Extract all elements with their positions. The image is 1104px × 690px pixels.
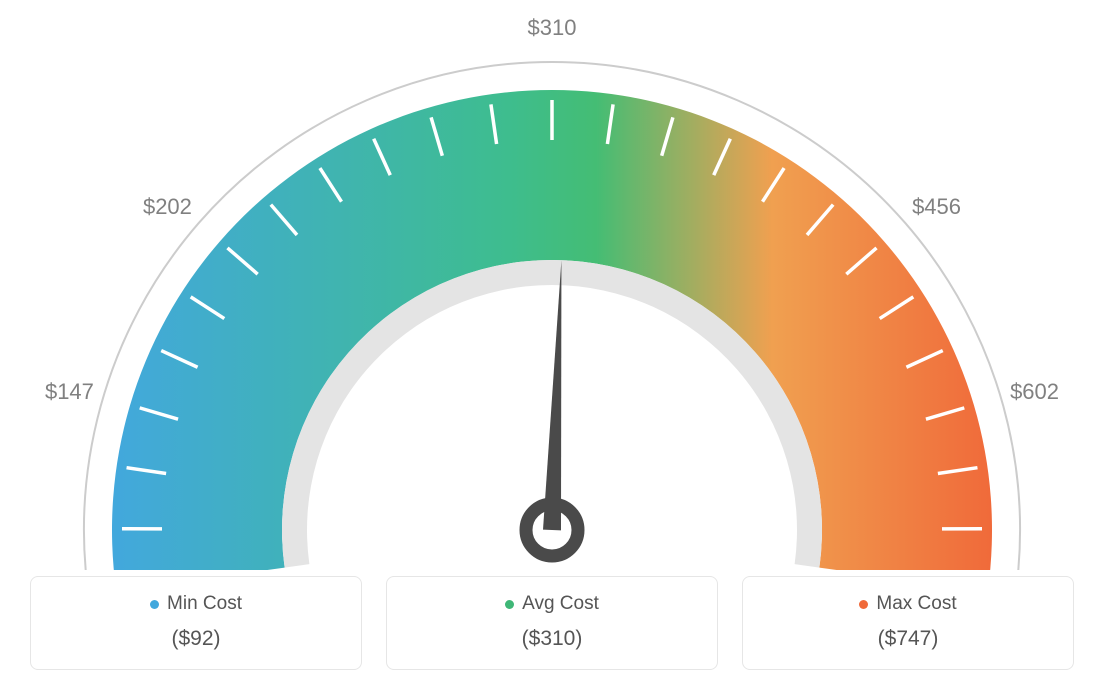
chart-container: $92$147$202$310$456$602$747 Min Cost ($9…: [0, 0, 1104, 690]
avg-cost-card: Avg Cost ($310): [386, 576, 718, 670]
min-cost-title: Min Cost: [51, 593, 341, 615]
max-cost-title: Max Cost: [763, 593, 1053, 615]
min-cost-label: Min Cost: [167, 593, 242, 615]
avg-cost-label: Avg Cost: [522, 593, 599, 615]
min-dot-icon: [150, 600, 159, 609]
gauge-tick-label: $202: [143, 194, 192, 220]
gauge-chart: $92$147$202$310$456$602$747: [0, 10, 1104, 570]
max-cost-value: ($747): [763, 627, 1053, 651]
max-dot-icon: [859, 600, 868, 609]
gauge-tick-label: $456: [912, 194, 961, 220]
avg-dot-icon: [505, 600, 514, 609]
min-cost-value: ($92): [51, 627, 341, 651]
gauge-tick-label: $602: [1010, 379, 1059, 405]
min-cost-card: Min Cost ($92): [30, 576, 362, 670]
avg-cost-title: Avg Cost: [407, 593, 697, 615]
gauge-svg: [0, 10, 1104, 570]
max-cost-label: Max Cost: [876, 593, 956, 615]
summary-cards: Min Cost ($92) Avg Cost ($310) Max Cost …: [30, 576, 1074, 670]
gauge-tick-label: $310: [528, 15, 577, 41]
max-cost-card: Max Cost ($747): [742, 576, 1074, 670]
avg-cost-value: ($310): [407, 627, 697, 651]
gauge-tick-label: $147: [45, 379, 94, 405]
